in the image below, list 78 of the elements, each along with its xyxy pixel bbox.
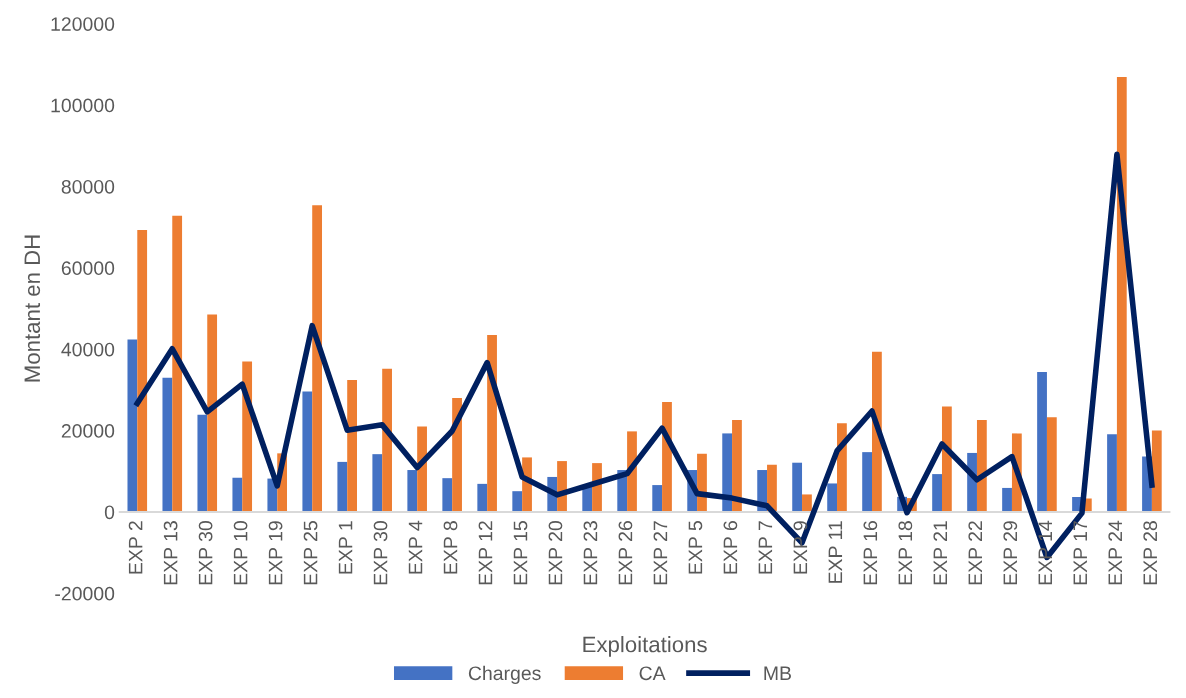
y-tick-label: 40000 [61, 342, 115, 357]
x-tick-label: EXP 10 [233, 521, 248, 585]
bar [407, 470, 418, 512]
bar [802, 494, 812, 512]
bar [1046, 417, 1057, 512]
bar [417, 426, 427, 512]
bar [172, 215, 183, 512]
x-tick-label: EXP 11 [828, 521, 843, 583]
x-tick-label: EXP 16 [863, 521, 878, 585]
bar [442, 478, 453, 512]
x-tick-label: EXP 28 [1143, 521, 1158, 585]
y-tick-label: 0 [104, 505, 115, 520]
x-tick-label: EXP 24 [1108, 520, 1122, 585]
x-tick-label: EXP 27 [653, 521, 668, 585]
x-tick-label: EXP 30 [198, 521, 213, 585]
x-tick-label: EXP 26 [618, 521, 633, 585]
x-tick-label: EXP 18 [898, 521, 913, 585]
bar [347, 380, 357, 512]
x-tick-label: EXP 2 [128, 521, 143, 574]
bar [1151, 430, 1162, 512]
bar [512, 491, 523, 512]
y-tick-label: 80000 [61, 179, 115, 194]
bar [941, 406, 952, 512]
x-tick-label: EXP 29 [1003, 521, 1018, 585]
bar [837, 423, 847, 512]
x-tick-label: EXP 15 [513, 521, 528, 585]
bar [382, 368, 392, 512]
bar [137, 230, 148, 512]
y-tick-label: -20000 [55, 586, 115, 601]
x-tick-label: EXP 5 [688, 521, 703, 574]
x-tick-label: EXP 23 [583, 521, 598, 585]
x-axis-title: Exploitations [583, 636, 707, 657]
bar [722, 433, 733, 512]
x-tick-label: EXP 21 [933, 521, 948, 585]
y-tick-label: 100000 [51, 98, 115, 113]
x-tick-label: EXP 4 [408, 520, 423, 574]
x-tick-label: EXP 22 [968, 521, 982, 585]
bar [337, 461, 348, 512]
bar [127, 339, 138, 512]
bar [207, 314, 218, 512]
bar [162, 377, 173, 512]
bar [232, 477, 243, 512]
y-tick-label: 60000 [61, 261, 115, 276]
x-tick-label: EXP 25 [303, 521, 318, 585]
bar [862, 452, 873, 512]
y-axis-title: Montant en DH [24, 235, 41, 382]
bar [1107, 434, 1117, 512]
bar [767, 464, 777, 512]
x-tick-label: EXP 12 [478, 521, 493, 585]
y-tick-label: 20000 [61, 424, 115, 438]
x-tick-label: EXP 20 [548, 521, 563, 585]
x-tick-label: EXP 8 [443, 521, 458, 574]
x-tick-label: EXP 13 [163, 521, 178, 585]
bar [652, 485, 663, 512]
bar [976, 419, 987, 512]
legend-label: MB [764, 666, 791, 680]
x-tick-label: EXP 19 [268, 521, 283, 585]
bar [477, 483, 488, 512]
bar [312, 205, 323, 512]
x-tick-label: EXP 9 [793, 521, 808, 574]
bar [932, 474, 942, 512]
bar [197, 414, 208, 512]
bar [827, 483, 838, 512]
legend-label: CA [639, 666, 666, 681]
x-tick-label: EXP 17 [1073, 521, 1087, 585]
x-tick-label: EXP 1 [338, 521, 353, 574]
legend-label: Charges [468, 665, 541, 684]
bar [372, 454, 383, 512]
bar [302, 391, 313, 512]
x-tick-label: EXP 30 [373, 521, 388, 585]
x-tick-label: EXP 6 [723, 521, 738, 574]
y-tick-label: 120000 [51, 17, 115, 31]
x-tick-label: EXP 7 [758, 521, 773, 574]
bar [732, 419, 742, 512]
bar [1037, 371, 1047, 512]
bar [1002, 487, 1012, 512]
bar [792, 462, 803, 512]
x-tick-label: EXP 14 [1038, 520, 1052, 585]
